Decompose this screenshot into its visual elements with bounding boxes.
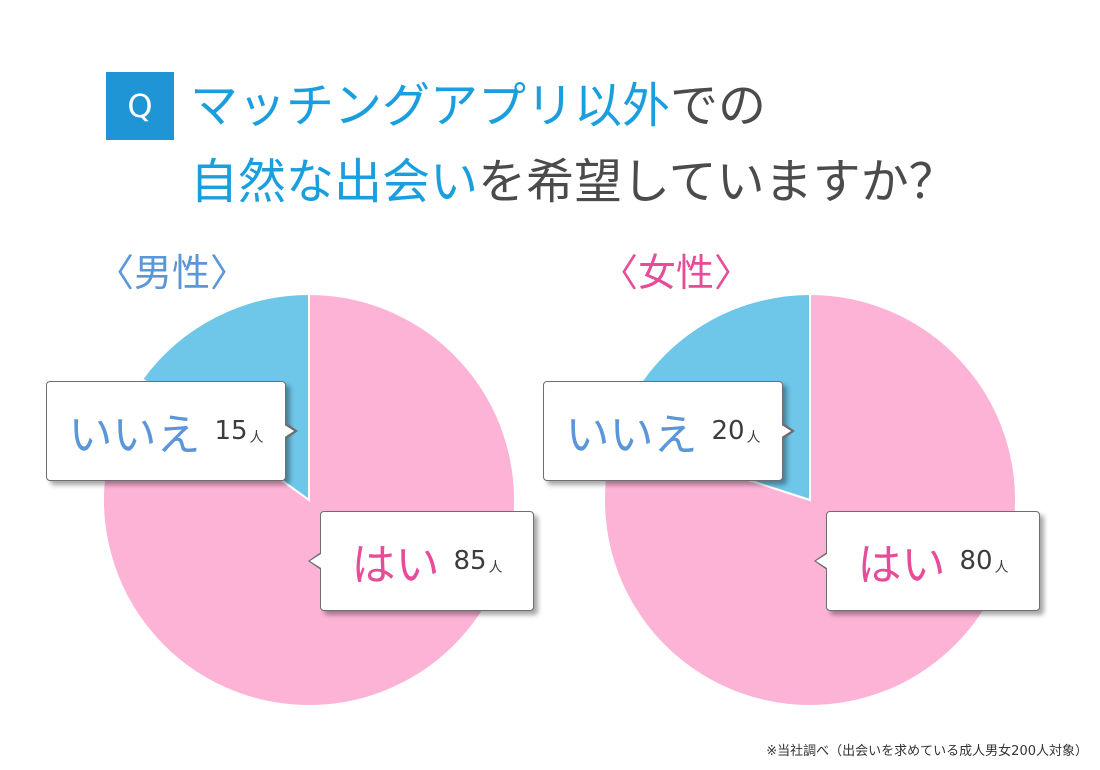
question-line-2-highlight: 自然な出会い [190, 154, 479, 210]
question-line-2-rest: を希望していますか？ [478, 154, 957, 210]
female-no-label: いいえ 20 人 [543, 381, 795, 481]
question-line-1: マッチングアプリ以外での [190, 74, 766, 138]
female-yes-count: 80 [959, 546, 993, 576]
callout-pointer [814, 552, 827, 570]
male-no-label: いいえ 15 人 [46, 381, 298, 481]
female-yes-label: はい 80 人 [814, 511, 1040, 611]
male-yes-answer: はい [351, 540, 440, 591]
question-badge: Q [106, 72, 174, 140]
female-yes-answer: はい [857, 540, 946, 591]
question-line-2: 自然な出会いを希望していますか？ [190, 150, 957, 214]
callout-pointer [308, 552, 321, 570]
female-pie-chart [603, 292, 1017, 707]
male-yes-label: はい 85 人 [308, 511, 534, 611]
footnote: ※当社調べ（出会いを求めている成人男女200人対象） [766, 744, 1088, 759]
female-no-answer: いいえ [565, 410, 698, 461]
male-yes-count: 85 [453, 546, 487, 576]
question-line-1-rest: での [670, 78, 767, 134]
female-yes-unit: 人 [994, 560, 1009, 576]
female-chart-title: 〈女性〉 [600, 251, 753, 295]
female-no-unit: 人 [746, 430, 761, 446]
male-chart-title: 〈男性〉 [96, 251, 249, 295]
question-line-1-highlight: マッチングアプリ以外 [190, 78, 671, 134]
male-no-unit: 人 [249, 430, 264, 446]
male-pie-chart [102, 292, 516, 707]
callout-pointer [283, 422, 298, 440]
male-no-count: 15 [214, 416, 248, 446]
callout-pointer [780, 422, 795, 440]
male-yes-unit: 人 [488, 560, 503, 576]
female-no-count: 20 [711, 416, 745, 446]
male-no-answer: いいえ [68, 410, 201, 461]
